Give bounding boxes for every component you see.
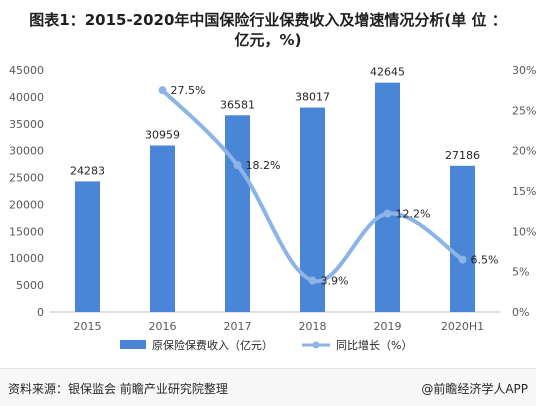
y-left-tick-label: 25000 xyxy=(9,172,44,185)
bar xyxy=(450,165,475,312)
chart-title-line1: 图表1：2015-2020年中国保险行业保费收入及增速情况分析(单 位 ： xyxy=(29,11,507,29)
chart-title: 图表1：2015-2020年中国保险行业保费收入及增速情况分析(单 位 ： 亿元… xyxy=(6,10,530,50)
y-right-tick-label: 0% xyxy=(512,306,529,319)
x-tick-label: 2017 xyxy=(224,320,252,333)
line-value-label: 27.5% xyxy=(171,84,206,97)
brand-text: @前瞻经济学人APP xyxy=(421,382,528,396)
line-value-label: 18.2% xyxy=(246,159,281,172)
y-left-tick-label: 15000 xyxy=(9,225,44,238)
bar-value-label: 36581 xyxy=(220,98,255,111)
brand-credit: @前瞻经济学人APP xyxy=(421,380,528,397)
bar xyxy=(225,115,250,312)
line-point xyxy=(458,255,467,264)
y-right-tick-label: 25% xyxy=(512,104,536,117)
line-point xyxy=(158,86,167,95)
legend-line-marker xyxy=(312,341,320,349)
chart-title-line2: 亿元，%) xyxy=(234,31,302,49)
bar-value-label: 27186 xyxy=(445,149,480,162)
source-note: 资料来源：银保监会 前瞻产业研究院整理 xyxy=(8,382,228,396)
y-left-tick-label: 35000 xyxy=(9,118,44,131)
y-left-tick-label: 40000 xyxy=(9,91,44,104)
line-point xyxy=(383,209,392,218)
bar-value-label: 42645 xyxy=(370,66,405,79)
bar-value-label: 24283 xyxy=(70,164,105,177)
line-series: 27.5% 18.2% 3.9% 12.2% 6.5% xyxy=(158,84,499,288)
y-left-tick-label: 0 xyxy=(37,306,44,319)
bar xyxy=(75,181,100,312)
x-tick-label: 2020H1 xyxy=(441,320,484,333)
x-tick-label: 2019 xyxy=(374,320,402,333)
y-right-tick-label: 10% xyxy=(512,225,536,238)
x-tick-label: 2018 xyxy=(299,320,327,333)
y-left-tick-label: 30000 xyxy=(9,145,44,158)
y-right-tick-label: 20% xyxy=(512,145,536,158)
line-value-label: 12.2% xyxy=(396,208,431,221)
bar-value-label: 30959 xyxy=(145,129,180,142)
chart-legend: 原保险保费收入（亿元） 同比增长（%） xyxy=(120,338,412,352)
legend-bar-swatch xyxy=(120,340,146,349)
y-left-tick-label: 45000 xyxy=(9,64,44,77)
bar-value-label: 38017 xyxy=(295,91,330,104)
x-tick-label: 2016 xyxy=(149,320,177,333)
bar-series: 24283 30959 36581 38017 42645 27186 xyxy=(70,66,480,312)
footer-bar: 资料来源：银保监会 前瞻产业研究院整理 @前瞻经济学人APP xyxy=(0,368,536,406)
x-tick-label: 2015 xyxy=(74,320,102,333)
line-value-label: 6.5% xyxy=(471,254,499,267)
line-point xyxy=(233,161,242,170)
bar xyxy=(375,82,400,312)
legend-line-label: 同比增长（%） xyxy=(336,338,412,352)
y-left-tick-label: 10000 xyxy=(9,252,44,265)
line-value-label: 3.9% xyxy=(321,275,349,288)
y-right-tick-label: 5% xyxy=(512,266,529,279)
y-left-tick-label: 5000 xyxy=(16,279,44,292)
combo-chart: 0 5000 10000 15000 20000 25000 30000 35000 40000… xyxy=(9,64,536,352)
line-point xyxy=(308,276,317,285)
y-left-tick-label: 20000 xyxy=(9,198,44,211)
bar xyxy=(150,145,175,312)
y-right-tick-label: 15% xyxy=(512,185,536,198)
y-right-tick-label: 30% xyxy=(512,64,536,77)
legend-bar-label: 原保险保费收入（亿元） xyxy=(152,338,273,352)
chart-axes: 0 5000 10000 15000 20000 25000 30000 35000 40000… xyxy=(9,64,536,333)
